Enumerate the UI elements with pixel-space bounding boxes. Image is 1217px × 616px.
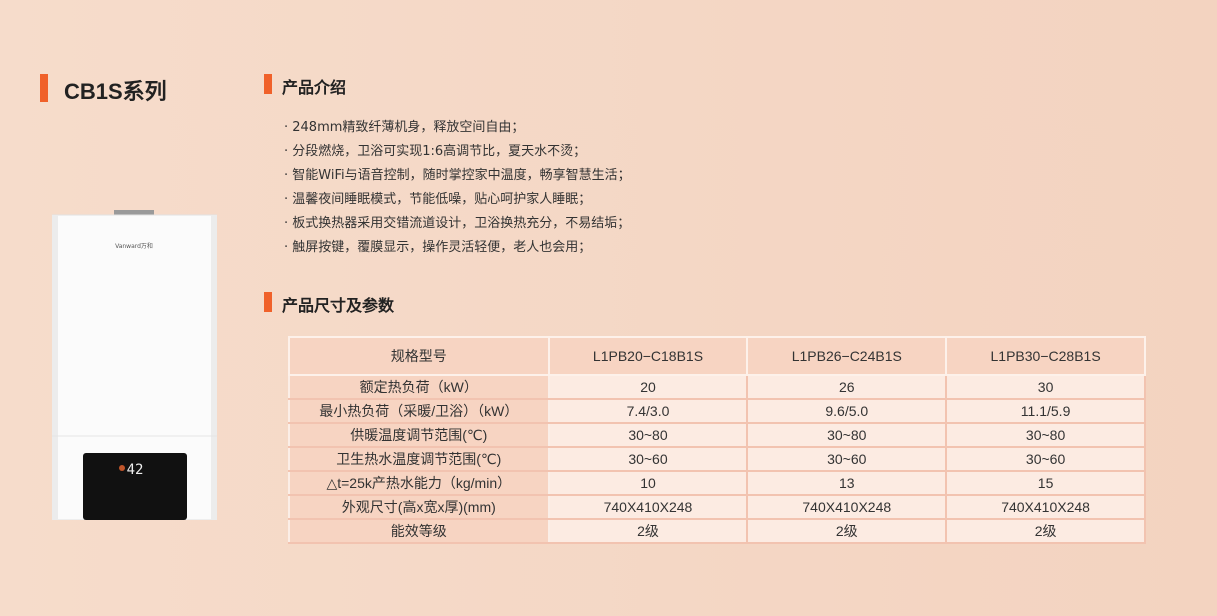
intro-item: · 分段燃烧，卫浴可实现1:6高调节比，夏天水不烫； [284, 144, 587, 159]
row-label: 规格型号 [288, 336, 550, 376]
table-cell: 2级 [746, 518, 948, 544]
table-row: 额定热负荷（kW） 20 26 30 [288, 374, 1146, 400]
table-cell: 11.1/5.9 [945, 398, 1146, 424]
accent-bar [264, 74, 272, 94]
table-cell: 7.4/3.0 [547, 398, 749, 424]
accent-bar [40, 74, 48, 102]
accent-bar [264, 292, 272, 312]
table-cell: 10 [547, 470, 749, 496]
row-label: 卫生热水温度调节范围(℃) [288, 446, 550, 472]
table-cell: 30~80 [945, 422, 1146, 448]
intro-title: 产品介绍 [282, 78, 347, 97]
table-cell: L1PB30−C28B1S [945, 336, 1146, 376]
intro-item: · 板式换热器采用交错流道设计，卫浴换热充分，不易结垢； [284, 216, 631, 231]
table-row: 卫生热水温度调节范围(℃) 30~60 30~60 30~60 [288, 446, 1146, 472]
row-label: 供暖温度调节范围(℃) [288, 422, 550, 448]
intro-item: · 智能WiFi与语音控制，随时掌控家中温度，畅享智慧生活； [284, 168, 631, 183]
table-cell: 30 [945, 374, 1146, 400]
table-cell: 20 [547, 374, 749, 400]
table-row: 供暖温度调节范围(℃) 30~80 30~80 30~80 [288, 422, 1146, 448]
table-row: 规格型号 L1PB20−C18B1S L1PB26−C24B1S L1PB30−C28… [288, 336, 1146, 376]
specs-table: 规格型号 L1PB20−C18B1S L1PB26−C24B1S L1PB30−C28… [288, 336, 1146, 544]
table-cell: 15 [945, 470, 1146, 496]
table-cell: 2级 [945, 518, 1146, 544]
table-cell: 740X410X248 [746, 494, 948, 520]
product-image: Vanward万和 42 [51, 210, 218, 521]
intro-item: · 温馨夜间睡眠模式，节能低噪，贴心呵护家人睡眠； [284, 192, 592, 207]
table-cell: 740X410X248 [945, 494, 1146, 520]
table-cell: 13 [746, 470, 948, 496]
table-cell: 30~60 [945, 446, 1146, 472]
table-row: 外观尺寸(高x宽x厚)(mm) 740X410X248 740X410X248 740… [288, 494, 1146, 520]
row-label: 最小热负荷（采暖/卫浴）（kW） [288, 398, 550, 424]
row-label: 外观尺寸(高x宽x厚)(mm) [288, 494, 550, 520]
table-cell: 2级 [547, 518, 749, 544]
table-cell: L1PB26−C24B1S [746, 336, 948, 376]
table-row: 能效等级 2级 2级 2级 [288, 518, 1146, 544]
table-cell: 30~60 [547, 446, 749, 472]
table-row: △t=25k产热水能力（kg/min） 10 13 15 [288, 470, 1146, 496]
svg-text:42: 42 [127, 462, 144, 478]
table-cell: 740X410X248 [547, 494, 749, 520]
table-cell: 30~60 [746, 446, 948, 472]
row-label: △t=25k产热水能力（kg/min） [288, 470, 550, 496]
table-cell: L1PB20−C18B1S [547, 336, 749, 376]
table-cell: 30~80 [547, 422, 749, 448]
intro-list: · 248mm精致纤薄机身，释放空间自由； · 分段燃烧，卫浴可实现1:6高调节比… [284, 116, 631, 260]
row-label: 能效等级 [288, 518, 550, 544]
intro-item: · 248mm精致纤薄机身，释放空间自由； [284, 120, 525, 135]
table-cell: 9.6/5.0 [746, 398, 948, 424]
intro-item: · 触屏按键，覆膜显示，操作灵活轻便，老人也会用； [284, 240, 592, 255]
row-label: 额定热负荷（kW） [288, 374, 550, 400]
table-cell: 30~80 [746, 422, 948, 448]
svg-text:Vanward万和: Vanward万和 [115, 242, 153, 250]
specs-title: 产品尺寸及参数 [282, 296, 395, 315]
table-row: 最小热负荷（采暖/卫浴）（kW） 7.4/3.0 9.6/5.0 11.1/5.9 [288, 398, 1146, 424]
series-title: CB1S系列 [64, 79, 167, 104]
table-cell: 26 [746, 374, 948, 400]
